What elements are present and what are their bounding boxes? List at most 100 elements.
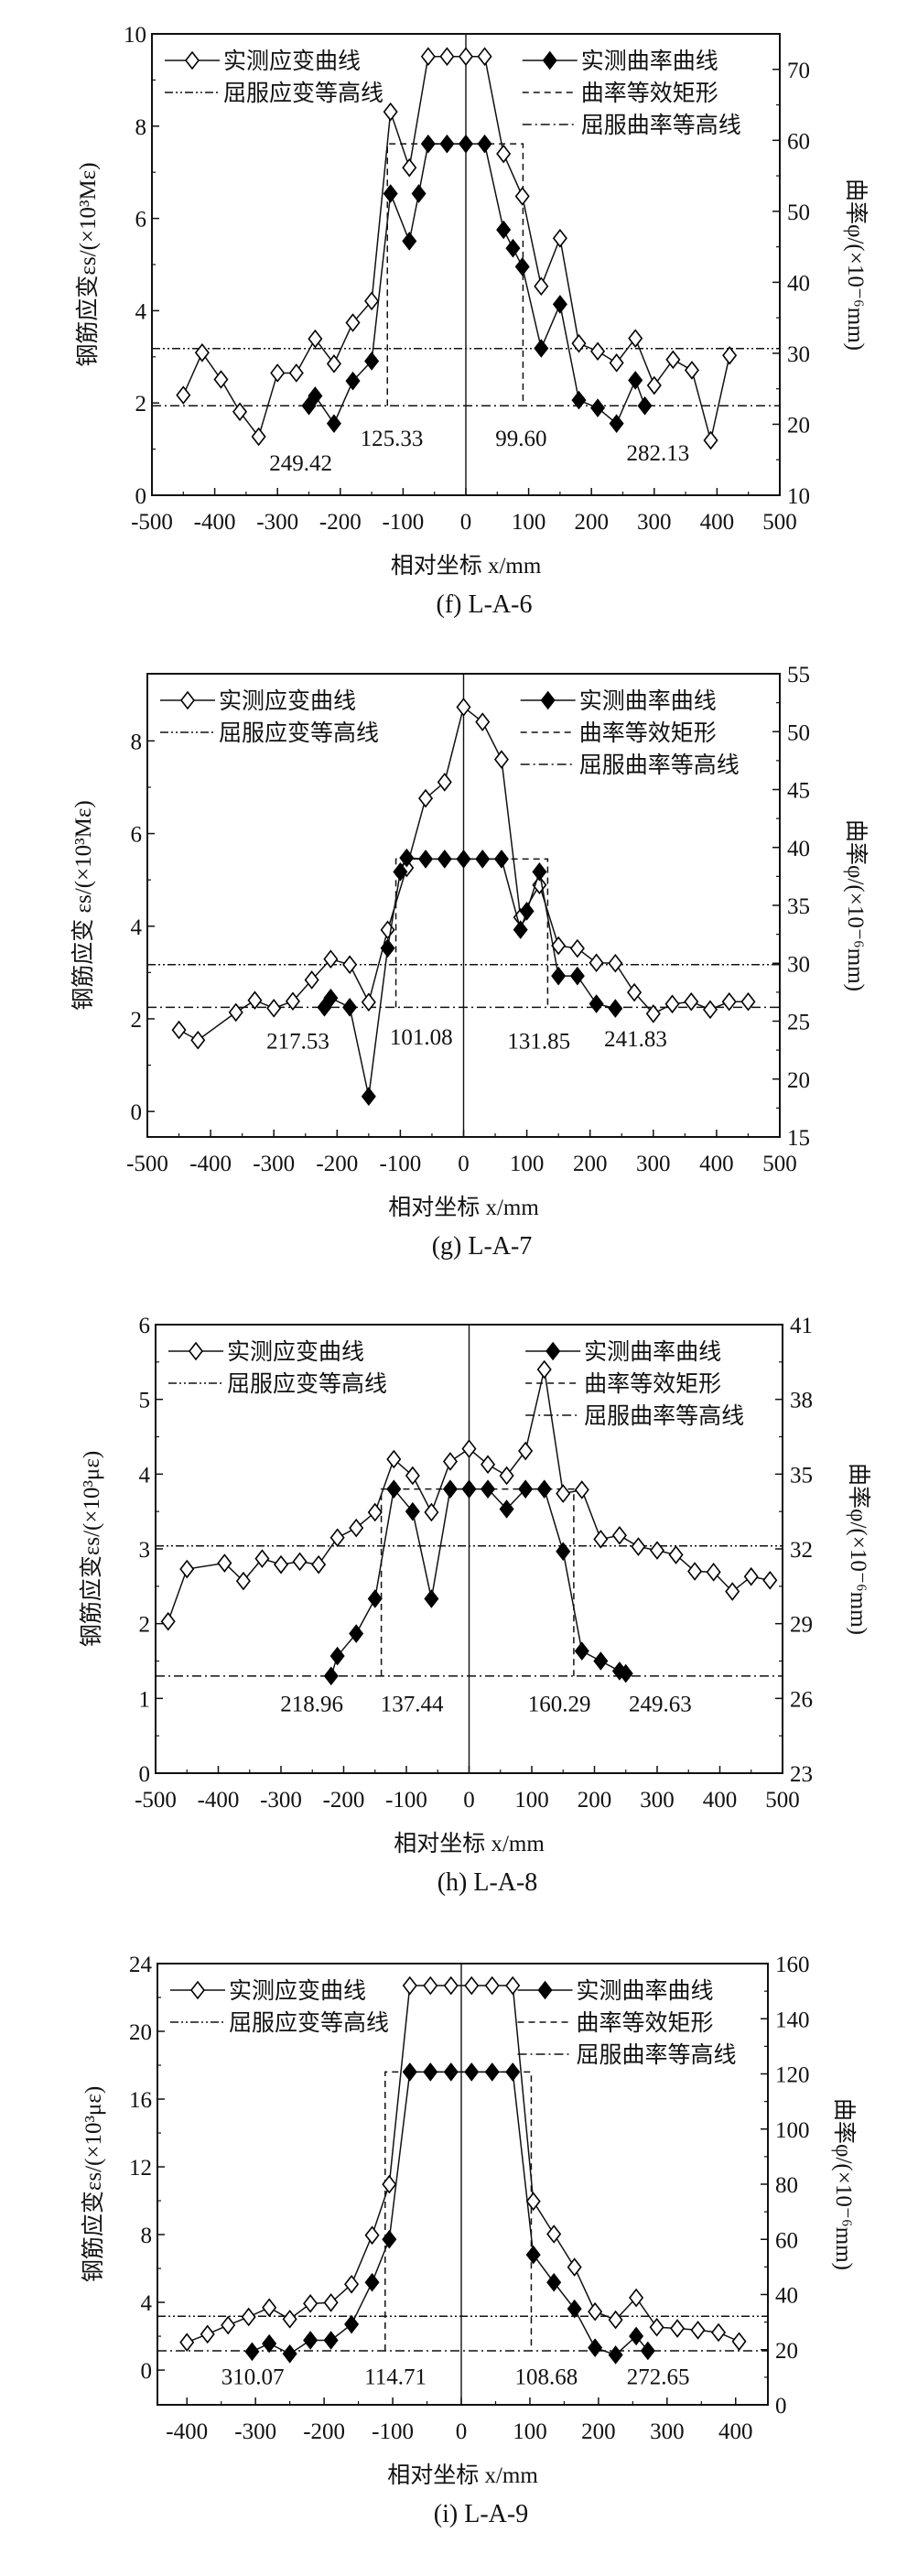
strain-point-marker bbox=[731, 2332, 747, 2352]
strain-point-marker bbox=[344, 2274, 360, 2294]
y2-tick-label: 45 bbox=[787, 779, 810, 804]
curvature-point-marker bbox=[303, 2331, 319, 2350]
strain-point-marker bbox=[534, 276, 549, 296]
x-tick-label: 500 bbox=[762, 1152, 797, 1176]
x-tick-label: 300 bbox=[640, 1788, 675, 1813]
strain-point-marker bbox=[631, 1537, 646, 1556]
curvature-point-marker bbox=[282, 2343, 297, 2364]
length-annotation: 310.07 bbox=[221, 2365, 285, 2390]
x-tick-label: -400 bbox=[198, 1788, 240, 1813]
chart-2: -500 -400 -300 -200 -100 0 100 200 300 400 5000123… bbox=[79, 1314, 871, 1897]
length-annotation: 137.44 bbox=[381, 1692, 444, 1716]
curvature-point-marker bbox=[349, 1624, 364, 1643]
x-tick-label: 200 bbox=[581, 2419, 616, 2444]
y2-axis-label: 曲率φ/(×10⁻⁶mm) bbox=[843, 179, 869, 351]
curvature-point-marker bbox=[405, 1501, 420, 1521]
y2-tick-label: 60 bbox=[787, 129, 810, 154]
strain-point-marker bbox=[646, 375, 662, 395]
y2-tick-label: 0 bbox=[775, 2394, 787, 2419]
y2-tick-label: 140 bbox=[775, 2008, 810, 2032]
y2-tick-label: 29 bbox=[790, 1613, 813, 1638]
curvature-point-marker bbox=[534, 339, 549, 358]
strain-point-marker bbox=[684, 991, 699, 1012]
strain-point-marker bbox=[536, 1359, 552, 1380]
curvature-point-marker bbox=[569, 966, 585, 986]
strain-point-marker bbox=[687, 1562, 703, 1581]
strain-point-marker bbox=[645, 1004, 661, 1023]
length-annotation: 249.42 bbox=[269, 451, 332, 476]
strain-point-marker bbox=[588, 2301, 603, 2322]
strain-point-marker bbox=[423, 1975, 438, 1996]
strain-point-marker bbox=[345, 313, 361, 332]
curvature-point-marker bbox=[386, 1479, 402, 1499]
curvature-point-marker bbox=[442, 1479, 458, 1499]
y2-tick-label: 100 bbox=[775, 2118, 810, 2143]
x-tick-label: -200 bbox=[316, 1152, 358, 1176]
strain-point-marker bbox=[629, 2288, 644, 2308]
strain-point-marker bbox=[608, 953, 623, 973]
x-tick-label: 100 bbox=[512, 510, 546, 535]
y2-tick-label: 60 bbox=[775, 2228, 798, 2253]
x-tick-label: -500 bbox=[126, 1152, 168, 1176]
strain-point-marker bbox=[420, 47, 436, 66]
strain-point-marker bbox=[475, 712, 491, 731]
legend-label-strain: 实测应变曲线 bbox=[223, 49, 361, 74]
y-tick-label: 16 bbox=[129, 2088, 152, 2113]
curvature-point-marker bbox=[411, 184, 427, 203]
legend-label-rect: 曲率等效矩形 bbox=[584, 1371, 721, 1397]
strain-point-marker bbox=[546, 2224, 562, 2244]
strain-point-marker bbox=[668, 1545, 684, 1564]
x-axis-label: 相对坐标 x/mm bbox=[394, 1831, 545, 1856]
curvature-point-marker bbox=[244, 2342, 260, 2362]
y-tick-label: 4 bbox=[131, 915, 143, 940]
strain-point-marker bbox=[382, 2174, 397, 2194]
strain-point-marker bbox=[649, 1541, 665, 1560]
x-tick-label: 400 bbox=[700, 510, 735, 535]
legend-diamond-icon bbox=[179, 690, 196, 710]
curvature-point-marker bbox=[393, 862, 408, 882]
y-tick-label: 4 bbox=[139, 1463, 151, 1488]
strain-point-marker bbox=[493, 750, 509, 769]
curvature-point-marker bbox=[477, 134, 492, 154]
x-tick-label: 300 bbox=[636, 1152, 671, 1176]
x-tick-label: 100 bbox=[510, 1152, 545, 1176]
y-tick-label: 8 bbox=[135, 115, 147, 140]
curvature-point-marker bbox=[546, 2272, 562, 2292]
legend-label-rect: 曲率等效矩形 bbox=[577, 2010, 714, 2036]
strain-point-marker bbox=[593, 1530, 609, 1549]
length-annotation: 99.60 bbox=[495, 427, 546, 451]
legend-diamond-icon bbox=[540, 690, 556, 710]
strain-point-marker bbox=[437, 773, 452, 792]
strain-point-marker bbox=[254, 1549, 270, 1568]
curvature-point-marker bbox=[571, 390, 587, 410]
y-tick-label: 0 bbox=[131, 1100, 143, 1125]
strain-point-marker bbox=[221, 2315, 236, 2335]
curvature-point-marker bbox=[464, 2062, 480, 2082]
strain-point-marker bbox=[670, 2319, 686, 2338]
x-tick-label: -400 bbox=[194, 510, 236, 535]
strain-point-marker bbox=[458, 47, 474, 66]
strain-point-marker bbox=[171, 1020, 187, 1040]
length-annotation: 272.65 bbox=[627, 2365, 690, 2390]
legend-label-rect: 曲率等效矩形 bbox=[581, 81, 718, 106]
strain-point-marker bbox=[266, 999, 282, 1018]
x-tick-label: -200 bbox=[303, 2419, 345, 2444]
strain-point-marker bbox=[200, 2324, 215, 2344]
y2-tick-label: 40 bbox=[775, 2284, 798, 2309]
x-tick-label: -300 bbox=[253, 1152, 295, 1176]
curvature-point-marker bbox=[458, 134, 474, 154]
curvature-point-marker bbox=[481, 1479, 496, 1499]
curvature-point-marker bbox=[513, 920, 528, 939]
strain-point-marker bbox=[323, 949, 339, 969]
y-tick-label: 1 bbox=[139, 1687, 151, 1712]
y2-tick-label: 20 bbox=[775, 2339, 798, 2364]
x-tick-label: -300 bbox=[256, 510, 298, 535]
curvature-point-marker bbox=[505, 238, 521, 258]
y-tick-label: 0 bbox=[141, 2359, 153, 2384]
x-tick-label: -300 bbox=[234, 2419, 276, 2444]
length-annotation: 131.85 bbox=[507, 1030, 570, 1055]
strain-point-marker bbox=[217, 1553, 232, 1573]
y2-tick-label: 30 bbox=[787, 342, 810, 367]
y-axis-label: 钢筋应变εs/(×10³με) bbox=[81, 2086, 106, 2282]
curvature-point-marker bbox=[364, 2272, 380, 2292]
